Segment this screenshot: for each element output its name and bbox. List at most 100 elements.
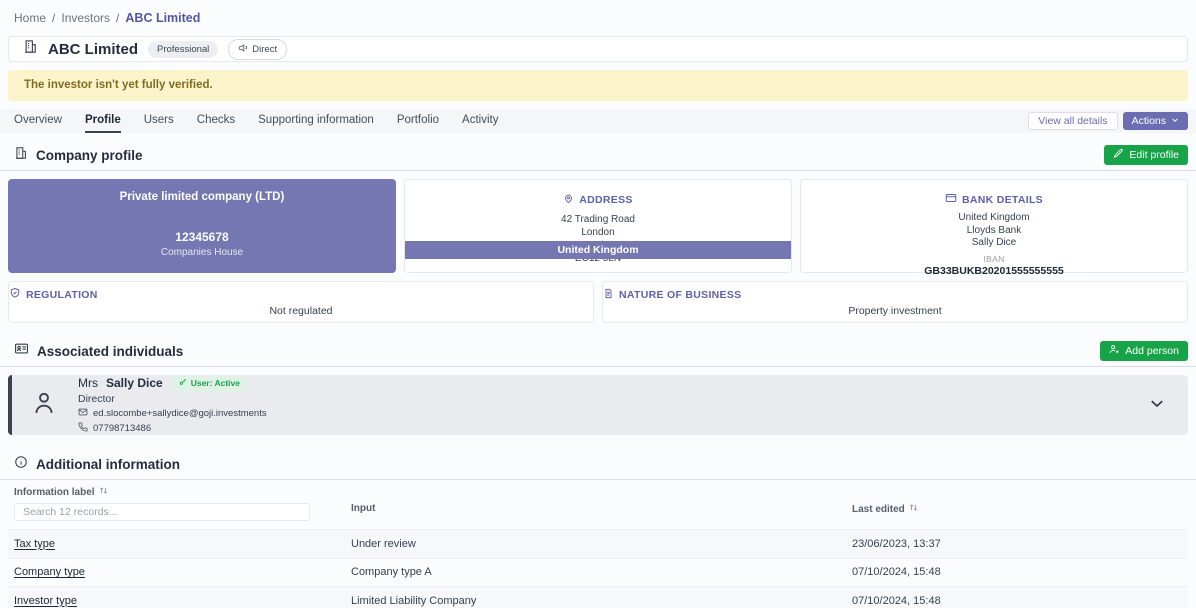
tab-checks[interactable]: Checks [196,114,236,126]
address-country-banner: United Kingdom [405,241,791,259]
section-title-additional-information: Additional information [36,457,180,472]
regulation-card: REGULATION Not regulated [8,281,594,323]
nature-value: Property investment [848,304,942,317]
id-card-icon [14,341,29,361]
channel-badge: Direct [228,38,288,60]
breadcrumb-home[interactable]: Home [14,11,47,25]
edit-profile-button[interactable]: Edit profile [1104,145,1188,165]
nature-card-title: NATURE OF BUSINESS [619,288,742,301]
address-line-2: London [581,227,615,238]
breadcrumb-separator: / [116,11,120,25]
investor-header: ABC Limited Professional Direct [8,36,1188,62]
company-type: Private limited company (LTD) [119,191,285,203]
person-card[interactable]: Mrs Sally Dice User: Active Director ed.… [8,375,1188,435]
breadcrumb-separator: / [52,11,56,25]
table-row: Investor type Limited Liability Company … [8,586,1188,608]
person-salutation: Mrs [78,376,98,390]
address-card: ADDRESS 42 Trading Road London London EC… [404,179,792,273]
credit-card-icon [945,192,957,207]
user-status-badge-label: User: Active [190,378,240,388]
person-phone: 07798713486 [93,422,152,434]
column-header-input: Input [351,503,376,514]
info-circle-icon [14,455,28,474]
additional-information-section: Additional information Information label… [0,451,1196,608]
table-header: Information label Input Last edited [8,480,1188,529]
bank-name: Lloyds Bank [966,224,1022,236]
company-type-card: Private limited company (LTD) 12345678 C… [8,179,396,273]
person-plus-icon [1109,344,1120,358]
page-title: ABC Limited [48,40,138,58]
row-input-company-type: Company type A [351,566,432,579]
bank-card-title: BANK DETAILS [962,193,1043,206]
sort-arrows-icon[interactable] [909,503,918,515]
pencil-icon [1113,148,1124,162]
company-profile-section: Company profile Edit profile Private lim… [0,141,1196,323]
row-input-investor-type: Limited Liability Company [351,594,477,607]
row-label-tax-type[interactable]: Tax type [14,537,55,550]
sort-arrows-icon[interactable] [99,486,108,498]
section-title-associated-individuals: Associated individuals [37,343,184,359]
person-email: ed.slocombe+sallydice@goji.investments [93,407,267,419]
registrar: Companies House [160,247,244,258]
building-icon [23,39,38,59]
shield-check-icon [9,287,21,302]
user-status-badge: User: Active [170,375,248,391]
envelope-icon [78,407,88,420]
tab-profile[interactable]: Profile [84,109,121,133]
section-title-company-profile: Company profile [36,147,143,163]
tab-overview[interactable]: Overview [14,114,62,126]
iban-label: IBAN [983,253,1005,264]
additional-information-table: Information label Input Last edited [8,480,1188,608]
breadcrumb-investors[interactable]: Investors [61,11,111,25]
key-icon [179,378,187,388]
bank-details-card: BANK DETAILS United Kingdom Lloyds Bank … [800,179,1188,304]
row-last-edited-tax-type: 23/06/2023, 13:37 [852,537,941,550]
column-header-information-label: Information label [14,486,95,498]
row-label-investor-type[interactable]: Investor type [14,594,77,607]
regulation-value: Not regulated [269,305,333,317]
table-row: Company type Company type A 07/10/2024, … [8,557,1188,587]
actions-button[interactable]: Actions [1122,112,1188,130]
chevron-down-icon[interactable] [1148,394,1166,417]
header-actions: View all details Actions [1028,112,1188,130]
address-card-title: ADDRESS [579,194,633,206]
tabs: Overview Profile Users Checks Supporting… [14,109,498,133]
actions-button-label: Actions [1131,115,1166,127]
associated-individuals-section: Associated individuals Add person Mrs Sa… [0,337,1196,435]
bank-country: United Kingdom [958,212,1030,223]
document-icon [603,288,614,302]
row-last-edited-company-type: 07/10/2024, 15:48 [852,566,941,579]
registration-number: 12345678 [175,230,229,244]
section-divider [0,366,1196,367]
person-icon [30,389,58,422]
phone-icon [78,421,88,435]
breadcrumb-current: ABC Limited [125,11,201,25]
bank-account-name: Sally Dice [971,237,1017,248]
add-person-button[interactable]: Add person [1100,341,1188,361]
records-search-input[interactable] [14,503,310,521]
row-last-edited-investor-type: 07/10/2024, 15:48 [852,594,941,607]
nature-of-business-card: NATURE OF BUSINESS Property investment [602,281,1188,323]
tab-portfolio[interactable]: Portfolio [396,114,440,126]
edit-profile-button-label: Edit profile [1129,149,1179,161]
verification-alert-text: The investor isn't yet fully verified. [24,79,213,91]
chevron-down-icon [1171,115,1179,127]
table-row: Tax type Under review 23/06/2023, 13:37 [8,529,1188,558]
tab-bar: Overview Profile Users Checks Supporting… [0,109,1196,133]
tab-users[interactable]: Users [143,114,174,126]
row-label-company-type[interactable]: Company type [14,566,85,579]
breadcrumb: Home / Investors / ABC Limited [0,0,1196,34]
section-divider [0,479,1196,480]
tab-activity[interactable]: Activity [462,114,499,126]
column-header-last-edited: Last edited [852,503,905,515]
add-person-button-label: Add person [1125,345,1179,357]
view-all-details-button[interactable]: View all details [1028,112,1118,130]
tab-supporting-information[interactable]: Supporting information [258,114,374,126]
investor-type-badge: Professional [148,40,219,58]
map-pin-icon [563,193,574,207]
building-icon [14,146,28,165]
iban-value: GB33BUKB20201555555555 [924,264,1064,277]
section-divider [0,170,1196,171]
megaphone-icon [238,43,248,56]
person-role: Director [78,392,115,405]
